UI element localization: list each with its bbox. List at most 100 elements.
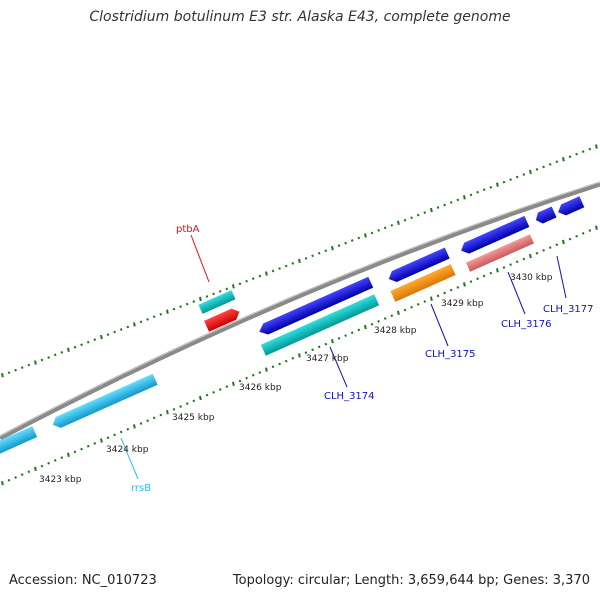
- gene-label-ptba: ptbA: [176, 224, 200, 235]
- tick-mark: [271, 365, 275, 369]
- tick-mark: [469, 280, 473, 284]
- tick-mark: [291, 356, 295, 360]
- tick-mark: [436, 294, 440, 298]
- tick-mark: [350, 239, 354, 242]
- tick-mark: [192, 300, 196, 303]
- tick-mark: [502, 266, 506, 269]
- tick-mark: [317, 345, 321, 349]
- tick-mark: [278, 362, 281, 366]
- tick-mark: [67, 452, 70, 457]
- tick-label: 3425 kbp: [172, 413, 215, 423]
- tick-label: 3430 kbp: [510, 273, 553, 283]
- gene-label-clh3176: CLH_3176: [501, 319, 552, 330]
- tick-mark: [324, 249, 328, 253]
- tick-mark: [390, 314, 394, 318]
- tick-mark: [106, 436, 110, 440]
- tick-mark: [529, 253, 532, 259]
- rrna-feature-left: [0, 426, 38, 459]
- tick-mark: [489, 185, 493, 189]
- gene-label-rrsb: rrsB: [131, 483, 151, 494]
- tick-mark: [1, 480, 4, 486]
- tick-mark: [416, 302, 420, 306]
- topology-text: Topology: circular; Length: 3,659,644 bp…: [232, 573, 590, 588]
- tick-mark: [317, 251, 321, 255]
- tick-mark: [298, 353, 301, 358]
- tick-mark: [337, 337, 341, 340]
- tick-mark: [225, 385, 229, 389]
- tick-mark: [588, 147, 592, 151]
- tick-mark: [199, 395, 202, 401]
- tick-mark: [548, 246, 552, 249]
- feature-track: [0, 196, 585, 459]
- accession-text: Accession: NC_010723: [9, 573, 157, 588]
- tick-mark: [245, 376, 248, 380]
- tick-mark: [423, 300, 427, 303]
- tick-mark: [568, 155, 572, 159]
- tick-mark: [430, 296, 433, 301]
- tick-mark: [581, 150, 585, 153]
- tick-mark: [40, 358, 44, 362]
- tick-mark: [113, 330, 116, 334]
- tick-mark: [159, 413, 163, 417]
- tick-mark: [291, 262, 295, 265]
- tick-mark: [225, 287, 229, 291]
- clh3176-feature: [465, 234, 535, 272]
- tick-mark: [179, 305, 182, 308]
- tick-mark: [482, 274, 486, 278]
- tick-mark: [20, 366, 24, 369]
- ptba-feature: [204, 308, 240, 332]
- tick-mark: [86, 340, 90, 344]
- tick-mark: [476, 190, 479, 194]
- tick-mark: [205, 393, 209, 397]
- tick-mark: [509, 178, 512, 181]
- tick-mark: [502, 180, 506, 184]
- tick-mark: [152, 315, 156, 319]
- tick-mark: [271, 269, 275, 273]
- tick-mark: [370, 231, 374, 235]
- tick-mark: [562, 239, 565, 245]
- tick-mark: [568, 237, 572, 241]
- tick-mark: [238, 282, 242, 286]
- tick-mark: [185, 302, 189, 306]
- tick-mark: [232, 381, 235, 387]
- tick-mark: [509, 263, 512, 266]
- tick-mark: [258, 274, 262, 278]
- tick-mark: [436, 206, 440, 209]
- tick-mark: [113, 433, 116, 437]
- tick-mark: [199, 296, 202, 302]
- tick-mark: [218, 388, 222, 391]
- tick-mark: [139, 320, 143, 324]
- tick-label: 3429 kbp: [441, 299, 484, 309]
- tick-mark: [251, 277, 255, 281]
- tick-mark: [331, 339, 334, 344]
- tick-mark: [410, 305, 413, 309]
- tick-mark: [469, 193, 473, 197]
- ptba-teal-feature: [198, 290, 236, 314]
- tick-mark: [205, 295, 209, 298]
- tick-mark: [172, 407, 176, 411]
- tick-mark: [403, 308, 407, 312]
- gene-label-clh3174: CLH_3174: [324, 391, 375, 402]
- tick-mark: [80, 343, 83, 347]
- tick-mark: [364, 324, 367, 330]
- tick-labels: 3423 kbp 3424 kbp 3425 kbp 3426 kbp 3427…: [39, 273, 553, 485]
- tick-mark: [370, 322, 374, 326]
- tick-mark: [489, 271, 493, 275]
- tick-mark: [410, 216, 413, 220]
- tick-mark: [331, 245, 334, 251]
- tick-mark: [575, 152, 578, 156]
- tick-mark: [27, 363, 31, 367]
- blue-feature-2: [388, 247, 450, 283]
- tick-mark: [212, 292, 215, 296]
- tick-mark: [337, 244, 341, 248]
- tick-mark: [304, 256, 308, 260]
- tick-mark: [265, 367, 268, 372]
- tick-mark: [555, 243, 559, 247]
- tick-mark: [53, 459, 57, 462]
- tick-mark: [364, 233, 367, 238]
- tick-mark: [119, 328, 123, 331]
- tick-mark: [238, 379, 242, 383]
- tick-mark: [265, 271, 268, 276]
- tick-mark: [47, 461, 50, 465]
- clh3174-blue-feature: [259, 276, 374, 335]
